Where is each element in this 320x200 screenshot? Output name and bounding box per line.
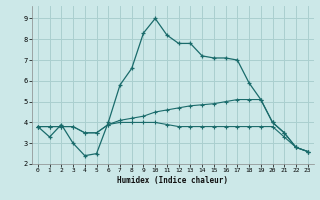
- X-axis label: Humidex (Indice chaleur): Humidex (Indice chaleur): [117, 176, 228, 185]
